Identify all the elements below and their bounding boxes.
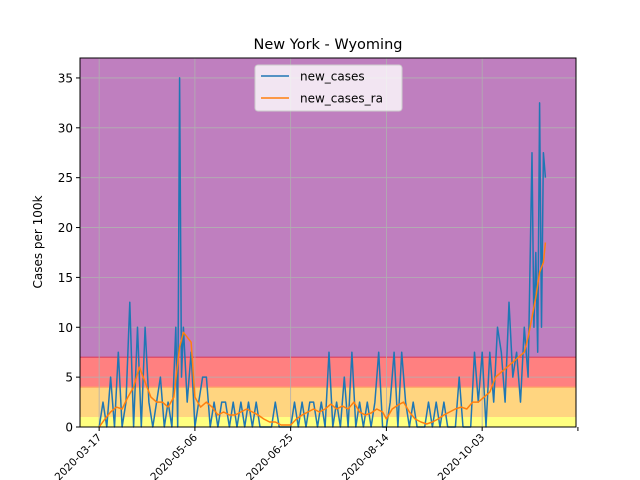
y-axis: 0 5 10 15 20 25 30 35 bbox=[58, 71, 80, 435]
series-line-new_cases_ra bbox=[98, 242, 547, 428]
legend-label-0: new_cases bbox=[300, 70, 365, 84]
x-tick-label: 2020-03-17 bbox=[53, 432, 105, 480]
y-axis-label: Cases per 100k bbox=[31, 195, 45, 288]
x-tick-label: 2020-06-25 bbox=[244, 432, 296, 480]
x-tick-label: 2020-05-06 bbox=[148, 431, 200, 480]
x-tick-label: 2020-08-14 bbox=[340, 431, 392, 480]
x-axis: 2020-03-17 2020-05-06 2020-06-25 2020-08-14… bbox=[53, 427, 579, 480]
y-tick-label: 25 bbox=[58, 171, 73, 185]
risk-band-0 bbox=[80, 417, 576, 427]
y-tick-label: 10 bbox=[58, 321, 73, 335]
plot-area bbox=[79, 57, 577, 428]
x-tick-label: 2020-10-03 bbox=[436, 432, 488, 480]
y-tick-label: 15 bbox=[58, 271, 73, 285]
legend-label-1: new_cases_ra bbox=[300, 92, 383, 106]
y-tick-label: 5 bbox=[65, 371, 73, 385]
y-tick-label: 20 bbox=[58, 221, 73, 235]
y-tick-label: 0 bbox=[65, 421, 73, 435]
series-line-new_cases bbox=[98, 77, 547, 428]
y-tick-label: 30 bbox=[58, 121, 73, 135]
plot-frame bbox=[79, 57, 577, 428]
y-tick-label: 35 bbox=[58, 71, 73, 85]
series-lines bbox=[98, 77, 547, 428]
chart-title: New York - Wyoming bbox=[254, 37, 403, 53]
legend-frame bbox=[254, 64, 403, 112]
legend: new_cases new_cases_ra bbox=[254, 64, 403, 112]
